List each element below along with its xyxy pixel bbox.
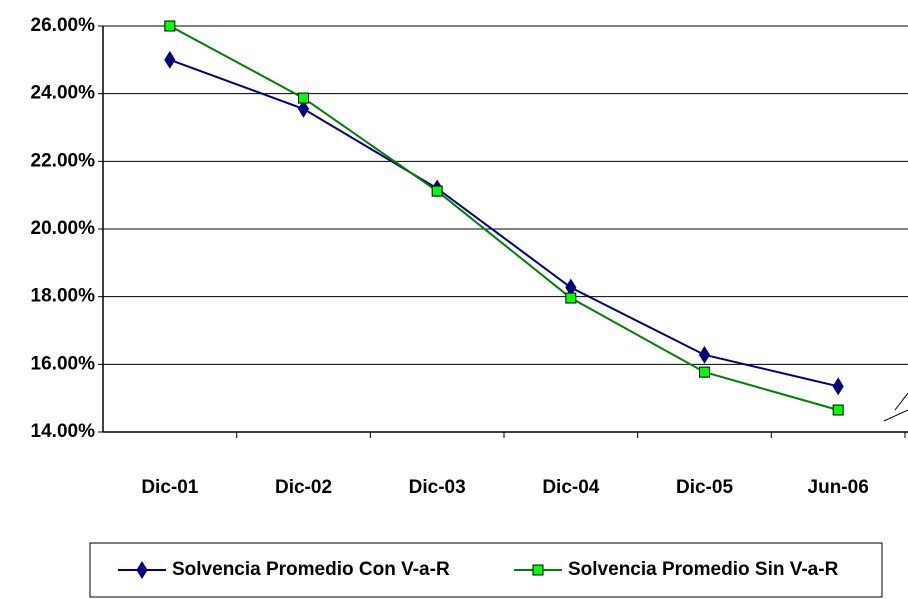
marker-square (532, 564, 544, 576)
marker-square (164, 20, 176, 32)
marker-square (298, 92, 309, 104)
legend-box (89, 542, 883, 598)
y-tick-label: 16.00% (31, 353, 96, 374)
marker-diamond (832, 377, 844, 396)
legend-label: Solvencia Promedio Con V-a-R (172, 559, 450, 580)
x-tick-label: Dic-03 (409, 477, 466, 498)
x-tick-label: Dic-04 (542, 477, 599, 498)
x-tick-label: Jun-06 (808, 477, 869, 498)
series-line (169, 25, 839, 411)
x-tick-label: Dic-02 (275, 477, 332, 498)
marker-square (431, 185, 443, 197)
y-tick-label: 22.00% (31, 150, 96, 171)
marker-square (565, 292, 577, 304)
x-tick-label: Dic-01 (141, 477, 198, 498)
legend-label: Solvencia Promedio Sin V-a-R (568, 559, 839, 580)
annotation-stroke (883, 409, 908, 422)
marker-diamond (136, 561, 148, 579)
y-tick-label: 14.00% (31, 421, 96, 442)
y-tick-label: 24.00% (31, 83, 96, 104)
marker-square (699, 366, 710, 378)
x-tick-label: Dic-05 (676, 477, 733, 498)
annotation-stroke (894, 392, 908, 411)
series-line (169, 58, 839, 388)
y-tick-label: 20.00% (31, 218, 96, 239)
marker-square (832, 404, 844, 416)
marker-diamond (698, 345, 711, 364)
y-tick-label: 26.00% (31, 15, 96, 36)
marker-diamond (164, 50, 176, 69)
marker-diamond (297, 99, 310, 118)
y-tick-label: 18.00% (31, 286, 96, 307)
